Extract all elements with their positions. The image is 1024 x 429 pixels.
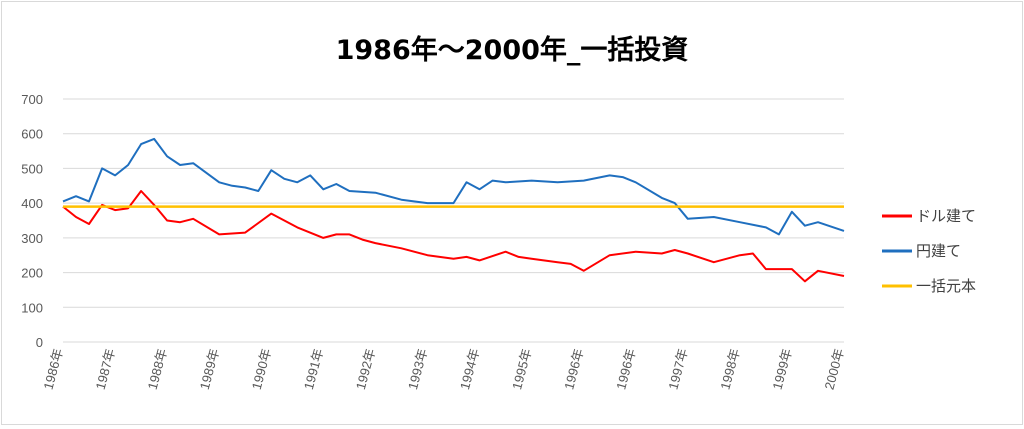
y-tick-label: 0: [36, 335, 43, 350]
x-tick-label: 1999年: [769, 347, 794, 391]
y-tick-label: 400: [21, 196, 43, 211]
y-tick-label: 700: [21, 92, 43, 107]
x-tick-label: 1996年: [613, 347, 638, 391]
legend-label: 円建て: [916, 243, 961, 260]
x-tick-label: 1987年: [93, 347, 118, 391]
x-tick-label: 1991年: [301, 347, 326, 391]
y-tick-label: 300: [21, 231, 43, 246]
legend-label: 一括元本: [916, 278, 976, 295]
x-tick-label: 1993年: [405, 347, 430, 391]
x-tick-label: 1994年: [457, 347, 482, 391]
y-tick-label: 100: [21, 300, 43, 315]
chart-title: 1986年～2000年_一括投資: [335, 35, 689, 66]
x-tick-label: 1989年: [197, 347, 222, 391]
x-tick-label: 1997年: [665, 347, 690, 391]
x-tick-label: 1992年: [353, 347, 378, 391]
series-line-1: [62, 190, 845, 283]
x-tick-label: 1995年: [509, 347, 534, 391]
y-tick-label: 200: [21, 266, 43, 281]
x-tick-label: 1986年: [41, 347, 66, 391]
y-tick-label: 600: [21, 127, 43, 142]
y-tick-label: 500: [21, 161, 43, 176]
x-tick-label: 2000年: [822, 347, 847, 391]
x-tick-label: 1988年: [145, 347, 170, 391]
x-tick-label: 1990年: [249, 347, 274, 391]
legend-label: ドル建て: [916, 208, 976, 225]
series-line-2: [62, 137, 845, 236]
chart-plot: 0 100 200 300 400 500 600 700 1986年 1987年 1988年 19…: [21, 92, 976, 391]
x-tick-label: 1998年: [717, 347, 742, 391]
x-tick-label: 1996年: [561, 347, 586, 391]
